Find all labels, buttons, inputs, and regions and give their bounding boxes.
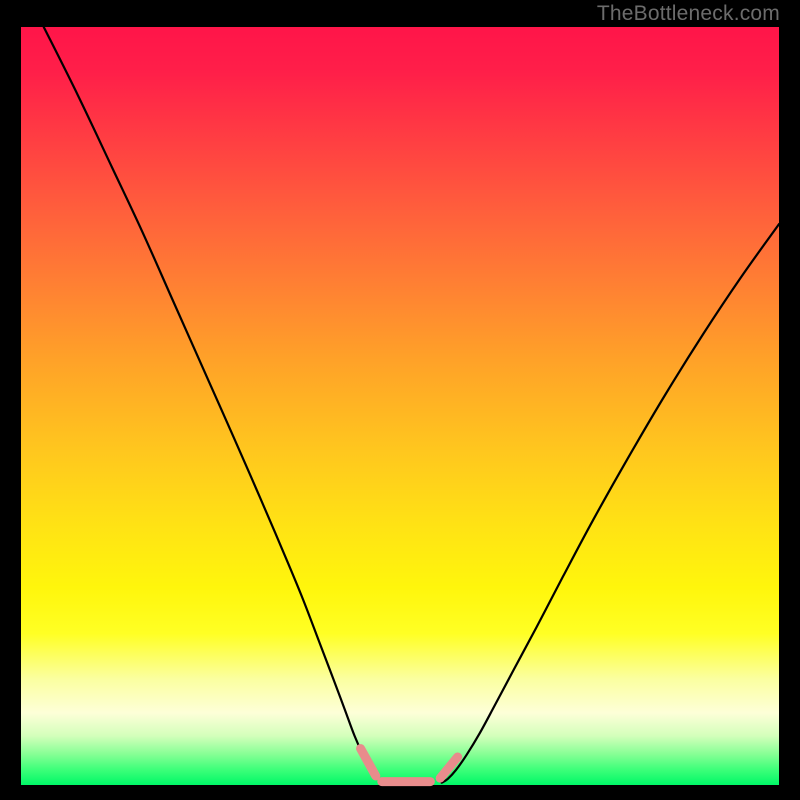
plot-area	[21, 27, 779, 785]
watermark-text: TheBottleneck.com	[597, 2, 780, 26]
chart-frame: TheBottleneck.com	[0, 0, 800, 800]
